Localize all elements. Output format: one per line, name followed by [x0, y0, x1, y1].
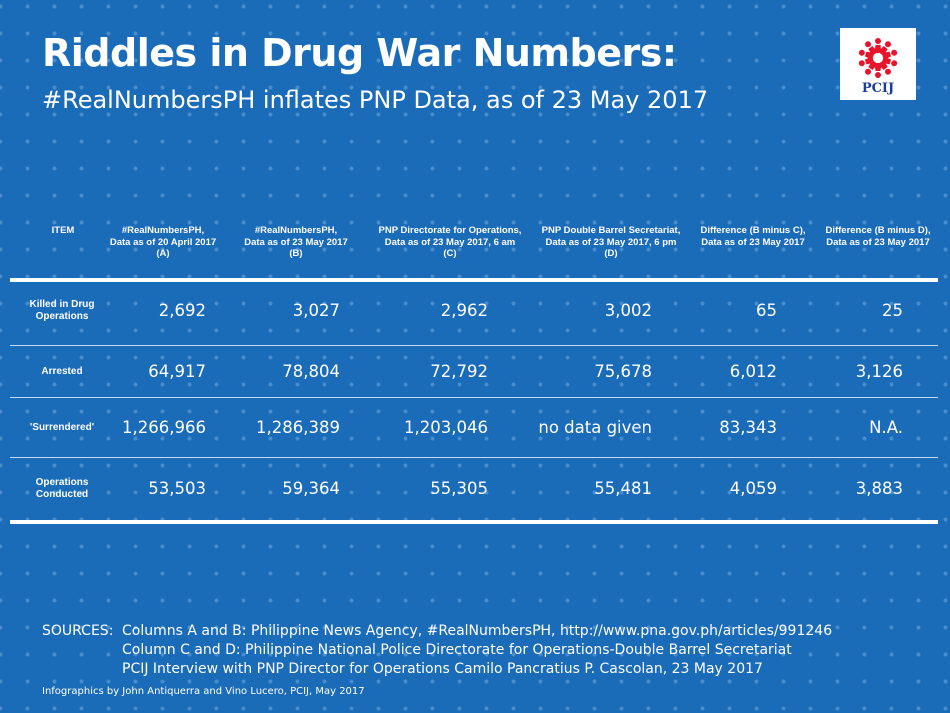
logo-text: PCIJ [861, 81, 895, 96]
table-cell: 2,692 [158, 301, 206, 320]
table-cell: 3,002 [604, 301, 652, 320]
column-header-item: ITEM [51, 225, 75, 236]
sources: SOURCES: Columns A and B: Philippine News… [42, 622, 833, 677]
source-line: PCIJ Interview with PNP Director for Ope… [122, 661, 763, 677]
page-subtitle: #RealNumbersPH inflates PNP Data, as of … [42, 86, 709, 114]
row-label: Killed in Drug Operations [29, 299, 95, 322]
page-title: Riddles in Drug War Numbers: [42, 31, 677, 75]
table-cell: 3,883 [855, 479, 903, 498]
sources-label: SOURCES: [42, 623, 114, 639]
table-cell: 83,343 [719, 418, 777, 437]
table-cell: 1,286,389 [256, 418, 340, 437]
table-cell: 2,962 [440, 301, 488, 320]
table-cell: 55,305 [430, 479, 488, 498]
pcij-logo: PCIJ [840, 28, 916, 100]
row-divider [10, 397, 938, 398]
column-header: PNP Directorate for Operations, Data as … [378, 225, 522, 259]
table-cell: 55,481 [594, 479, 652, 498]
header-rule [10, 278, 938, 282]
table-cell: 53,503 [148, 479, 206, 498]
table-cell: 65 [756, 301, 777, 320]
table-cell: 78,804 [282, 362, 340, 381]
credit-line: Infographics by John Antiquerra and Vino… [42, 686, 365, 697]
table-cell: 4,059 [729, 479, 777, 498]
table-cell: 64,917 [148, 362, 206, 381]
source-line: Column C and D: Philippine National Poli… [122, 642, 792, 658]
column-header: #RealNumbersPH, Data as of 23 May 2017 (… [244, 225, 348, 259]
row-divider [10, 345, 938, 346]
table-cell: 1,203,046 [404, 418, 488, 437]
row-label: 'Surrendered' [29, 422, 95, 433]
table-cell: 72,792 [430, 362, 488, 381]
column-header: Difference (B minus C), Data as of 23 Ma… [700, 225, 806, 248]
table-cell: 6,012 [729, 362, 777, 381]
row-divider [10, 457, 938, 458]
column-header: Difference (B minus D), Data as of 23 Ma… [825, 225, 931, 248]
table-cell: 75,678 [594, 362, 652, 381]
row-label: Operations Conducted [35, 477, 89, 500]
pcij-emblem-icon [858, 38, 898, 78]
table-cell: 59,364 [282, 479, 340, 498]
table-cell: 25 [882, 301, 903, 320]
table-cell: no data given [538, 418, 652, 437]
table-cell: 3,027 [292, 301, 340, 320]
source-line: Columns A and B: Philippine News Agency,… [122, 623, 833, 639]
table-cell: 3,126 [855, 362, 903, 381]
table-cell: N.A. [869, 418, 903, 437]
column-header: PNP Double Barrel Secretariat, Data as o… [541, 225, 681, 259]
row-label: Arrested [41, 366, 83, 377]
footer-rule [10, 520, 938, 524]
table-cell: 1,266,966 [122, 418, 206, 437]
column-header: #RealNumbersPH, Data as of 20 April 2017… [109, 225, 217, 259]
